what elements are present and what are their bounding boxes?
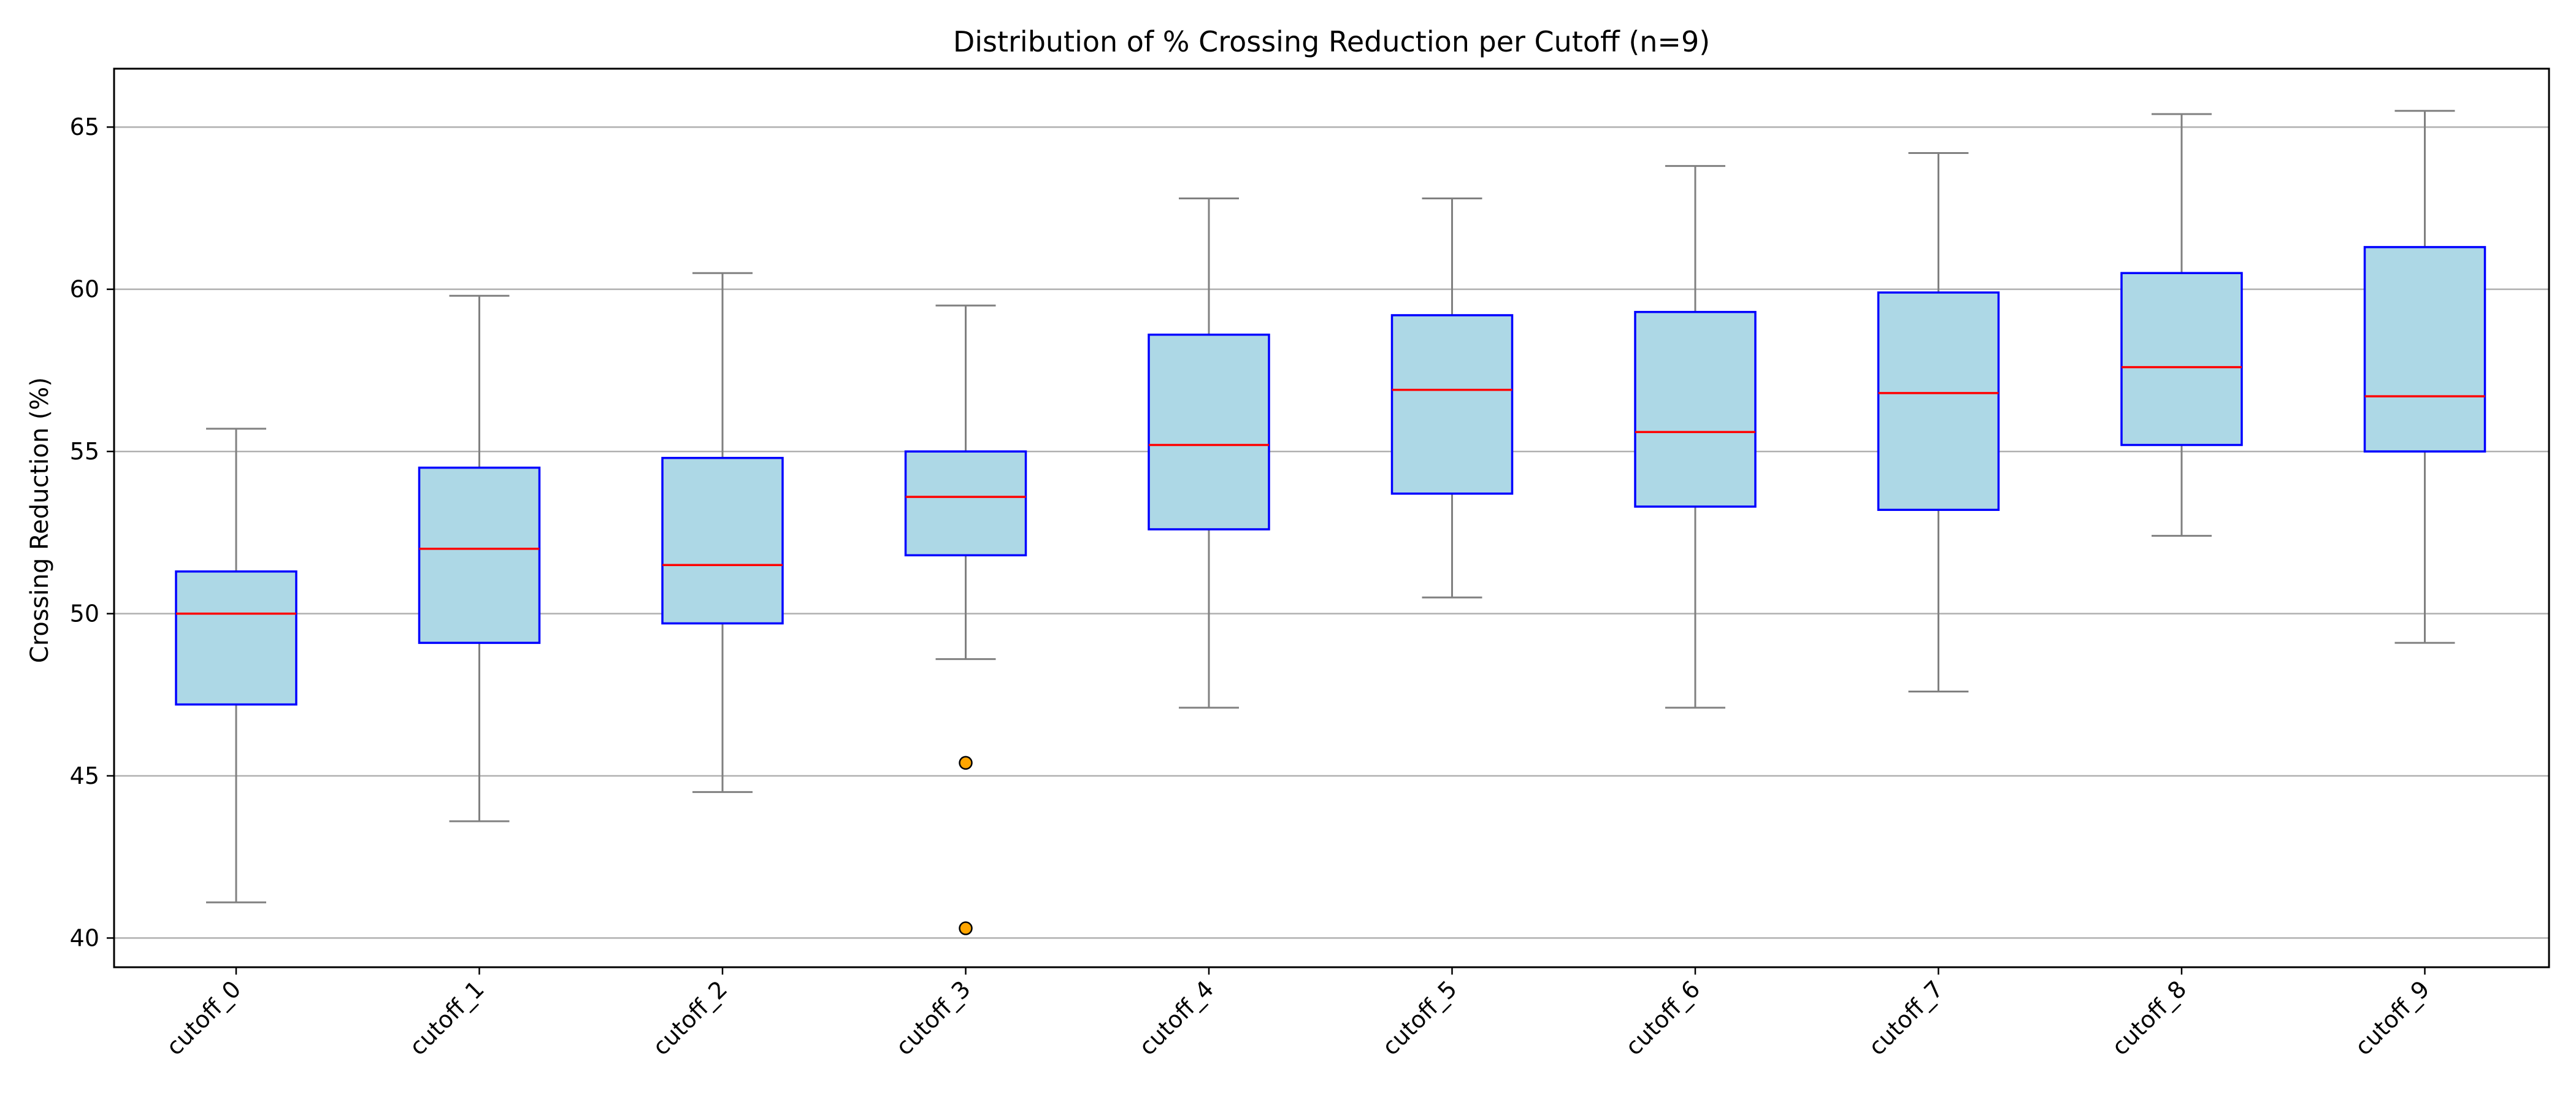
iqr-box bbox=[418, 466, 541, 644]
y-tick-label-40: 40 bbox=[70, 924, 99, 951]
y-tick-label-60: 60 bbox=[70, 276, 99, 303]
iqr-box bbox=[2120, 272, 2243, 447]
boxes-layer bbox=[175, 110, 2486, 935]
box-group-cutoff_4 bbox=[1148, 197, 1270, 709]
iqr-box bbox=[2363, 246, 2486, 453]
box-group-cutoff_8 bbox=[2120, 113, 2243, 537]
iqr-box bbox=[1634, 310, 1757, 508]
iqr-box bbox=[1390, 314, 1514, 495]
x-tick-label-cutoff_8: cutoff_8 bbox=[2106, 975, 2191, 1060]
y-tick-label-55: 55 bbox=[70, 438, 99, 465]
x-tick-label-cutoff_4: cutoff_4 bbox=[1133, 975, 1219, 1060]
box-group-cutoff_0 bbox=[175, 427, 297, 903]
iqr-box bbox=[175, 570, 297, 706]
x-tick-label-cutoff_7: cutoff_7 bbox=[1863, 975, 1949, 1060]
x-tick-label-cutoff_3: cutoff_3 bbox=[891, 975, 976, 1060]
box-group-cutoff_9 bbox=[2363, 110, 2486, 644]
chart-title: Distribution of % Crossing Reduction per… bbox=[953, 25, 1710, 58]
iqr-box bbox=[904, 450, 1027, 557]
iqr-box bbox=[1148, 333, 1270, 531]
iqr-box bbox=[661, 456, 784, 625]
y-tick-label-45: 45 bbox=[70, 762, 99, 789]
box-group-cutoff_3 bbox=[904, 304, 1027, 935]
box-group-cutoff_7 bbox=[1877, 152, 2000, 692]
x-tick-label-cutoff_9: cutoff_9 bbox=[2350, 975, 2435, 1060]
box-group-cutoff_6 bbox=[1634, 165, 1757, 709]
outlier-point-0 bbox=[959, 756, 973, 770]
x-tick-label-cutoff_1: cutoff_1 bbox=[404, 975, 489, 1060]
x-tick-label-cutoff_0: cutoff_0 bbox=[161, 975, 246, 1060]
y-axis-label: Crossing Reduction (%) bbox=[26, 377, 54, 663]
plot-frame bbox=[113, 67, 2550, 968]
box-group-cutoff_5 bbox=[1390, 197, 1514, 599]
box-group-cutoff_2 bbox=[661, 272, 784, 793]
y-tick-label-65: 65 bbox=[70, 113, 99, 140]
outlier-point-1 bbox=[959, 921, 973, 935]
y-tick-label-50: 50 bbox=[70, 600, 99, 627]
iqr-box bbox=[1877, 291, 2000, 512]
x-tick-label-cutoff_2: cutoff_2 bbox=[647, 975, 732, 1060]
x-tick-label-cutoff_6: cutoff_6 bbox=[1620, 975, 1705, 1060]
box-group-cutoff_1 bbox=[418, 294, 541, 822]
x-tick-label-cutoff_5: cutoff_5 bbox=[1377, 975, 1462, 1060]
